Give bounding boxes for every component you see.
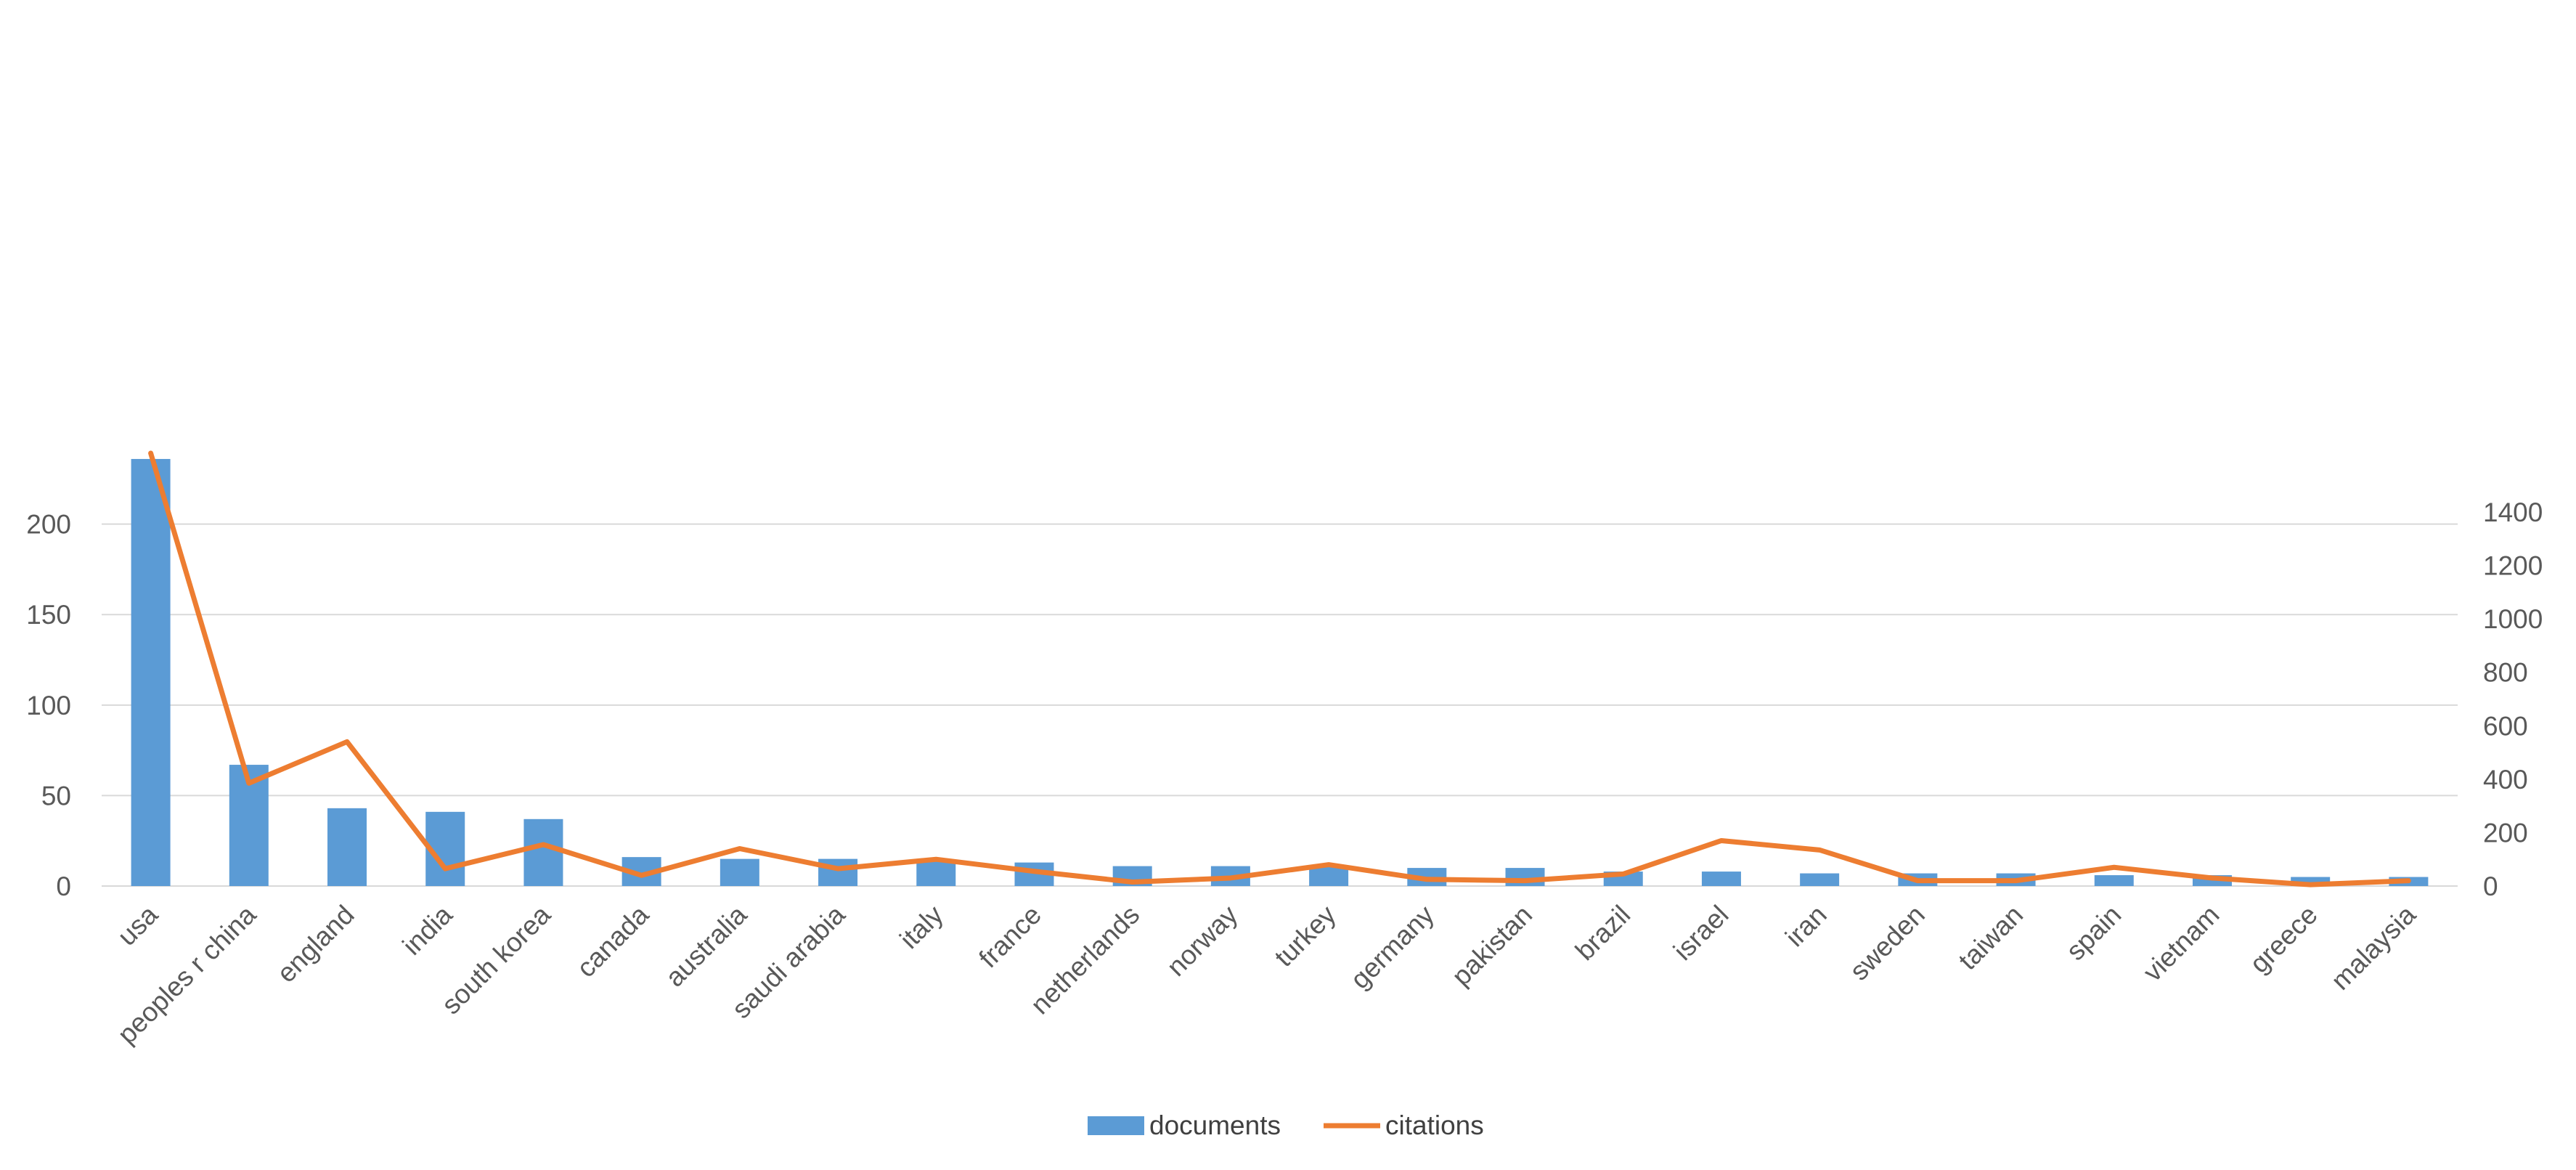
bar-usa bbox=[131, 458, 171, 886]
citations-point-usa bbox=[150, 452, 152, 454]
x-axis-tick-label: france bbox=[973, 900, 1047, 974]
legend-label-documents: documents bbox=[1149, 1110, 1281, 1140]
x-axis-tick-label: italy bbox=[894, 899, 949, 954]
x-axis-tick-label: england bbox=[272, 900, 360, 988]
bar-turkey bbox=[1309, 866, 1349, 886]
bar-saudi-arabia bbox=[818, 858, 858, 886]
x-axis-tick-label: sweden bbox=[1844, 900, 1931, 986]
right-axis-tick-label: 200 bbox=[2483, 818, 2528, 848]
x-axis-tick-label: norway bbox=[1161, 899, 1244, 982]
right-axis-tick-label: 1400 bbox=[2483, 497, 2543, 527]
x-axis-tick-label: australia bbox=[660, 899, 753, 992]
right-axis-tick-labels: 0 200 400 600 800 1000 1200 1400 bbox=[2483, 497, 2543, 901]
citations-point-south-korea bbox=[542, 844, 544, 845]
citations-series-line bbox=[148, 450, 2411, 887]
bar-spain bbox=[2094, 875, 2134, 886]
citations-point-malaysia bbox=[2408, 880, 2409, 882]
bar-pakistan bbox=[1505, 868, 1545, 886]
x-axis-tick-label: taiwan bbox=[1953, 900, 2029, 976]
legend: documents citations bbox=[1088, 1110, 1484, 1140]
x-axis-tick-label: israel bbox=[1668, 900, 1735, 967]
x-axis-tick-label: india bbox=[397, 899, 459, 961]
bar-south-korea bbox=[523, 818, 563, 886]
left-axis-tick-label: 100 bbox=[26, 691, 71, 720]
left-axis-tick-labels: 0 50 100 150 200 bbox=[26, 510, 71, 901]
citations-point-australia bbox=[739, 848, 741, 849]
left-axis-tick-label: 50 bbox=[41, 781, 71, 811]
x-axis-tick-label: usa bbox=[112, 899, 163, 951]
bar-australia bbox=[720, 858, 759, 886]
x-axis-tick-label: turkey bbox=[1269, 899, 1342, 972]
right-axis-tick-label: 800 bbox=[2483, 658, 2528, 688]
x-axis-tick-label: malaysia bbox=[2326, 899, 2422, 996]
citations-point-italy bbox=[935, 858, 937, 860]
citations-line bbox=[148, 450, 2411, 887]
bar-israel bbox=[1701, 872, 1741, 886]
citations-point-canada bbox=[641, 874, 643, 876]
legend-swatch-documents bbox=[1088, 1116, 1144, 1135]
left-axis-tick-label: 200 bbox=[26, 510, 71, 540]
right-axis-tick-label: 1200 bbox=[2483, 551, 2543, 581]
legend-label-citations: citations bbox=[1385, 1110, 1484, 1140]
right-axis-tick-label: 1000 bbox=[2483, 604, 2543, 634]
gridlines bbox=[102, 523, 2458, 887]
bar-england bbox=[327, 808, 367, 886]
documents-bars bbox=[131, 458, 2429, 886]
bar-italy bbox=[916, 861, 956, 886]
x-axis-tick-label: iran bbox=[1780, 900, 1833, 953]
x-axis-tick-label: greece bbox=[2244, 900, 2323, 979]
x-axis-tick-label: canada bbox=[571, 899, 654, 983]
bar-iran bbox=[1800, 873, 1840, 886]
x-axis-tick-label: pakistan bbox=[1446, 900, 1538, 991]
citations-point-norway bbox=[1230, 877, 1231, 879]
citations-point-taiwan bbox=[2015, 880, 2017, 882]
x-axis-tick-label: germany bbox=[1345, 899, 1440, 994]
left-axis-tick-label: 150 bbox=[26, 600, 71, 630]
right-axis-tick-label: 0 bbox=[2483, 872, 2498, 901]
right-axis-tick-label: 400 bbox=[2483, 765, 2528, 795]
x-axis-tick-label: vietnam bbox=[2137, 900, 2225, 988]
citations-point-sweden bbox=[1917, 880, 1918, 882]
left-axis-tick-label: 0 bbox=[56, 872, 71, 901]
citations-point-france bbox=[1033, 871, 1035, 872]
right-axis-tick-label: 600 bbox=[2483, 711, 2528, 741]
x-axis-tick-label: spain bbox=[2061, 900, 2127, 967]
citations-point-peoples-r-china bbox=[248, 782, 250, 784]
x-axis-tick-label: brazil bbox=[1570, 900, 1637, 967]
